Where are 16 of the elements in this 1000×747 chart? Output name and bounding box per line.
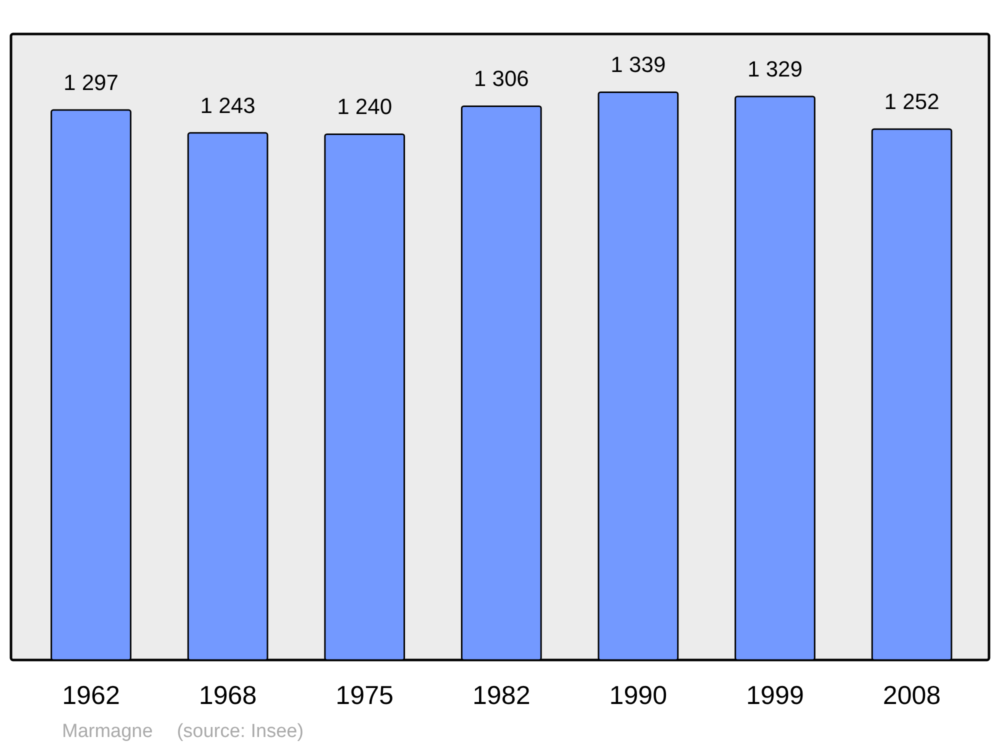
x-tick-label: 1968 (198, 680, 257, 710)
text: (source: Insee) (176, 721, 304, 742)
x-tick-label: 2008 (882, 680, 941, 710)
x-tick-label: 1999 (746, 680, 804, 710)
data-label: 1 243 (200, 92, 256, 118)
data-label: 1 339 (610, 52, 666, 78)
data-label: 1 329 (747, 56, 803, 82)
text: Marmagne (62, 721, 153, 742)
data-label: 1 252 (884, 89, 940, 114)
x-tick-label: 1982 (472, 680, 530, 710)
data-label: 1 240 (337, 94, 392, 120)
data-label: 1 306 (474, 66, 529, 92)
x-tick-label: 1990 (609, 680, 668, 710)
data-label: 1 297 (63, 70, 119, 96)
x-tick-label: 1962 (62, 680, 120, 710)
x-tick-label: 1975 (336, 680, 394, 710)
